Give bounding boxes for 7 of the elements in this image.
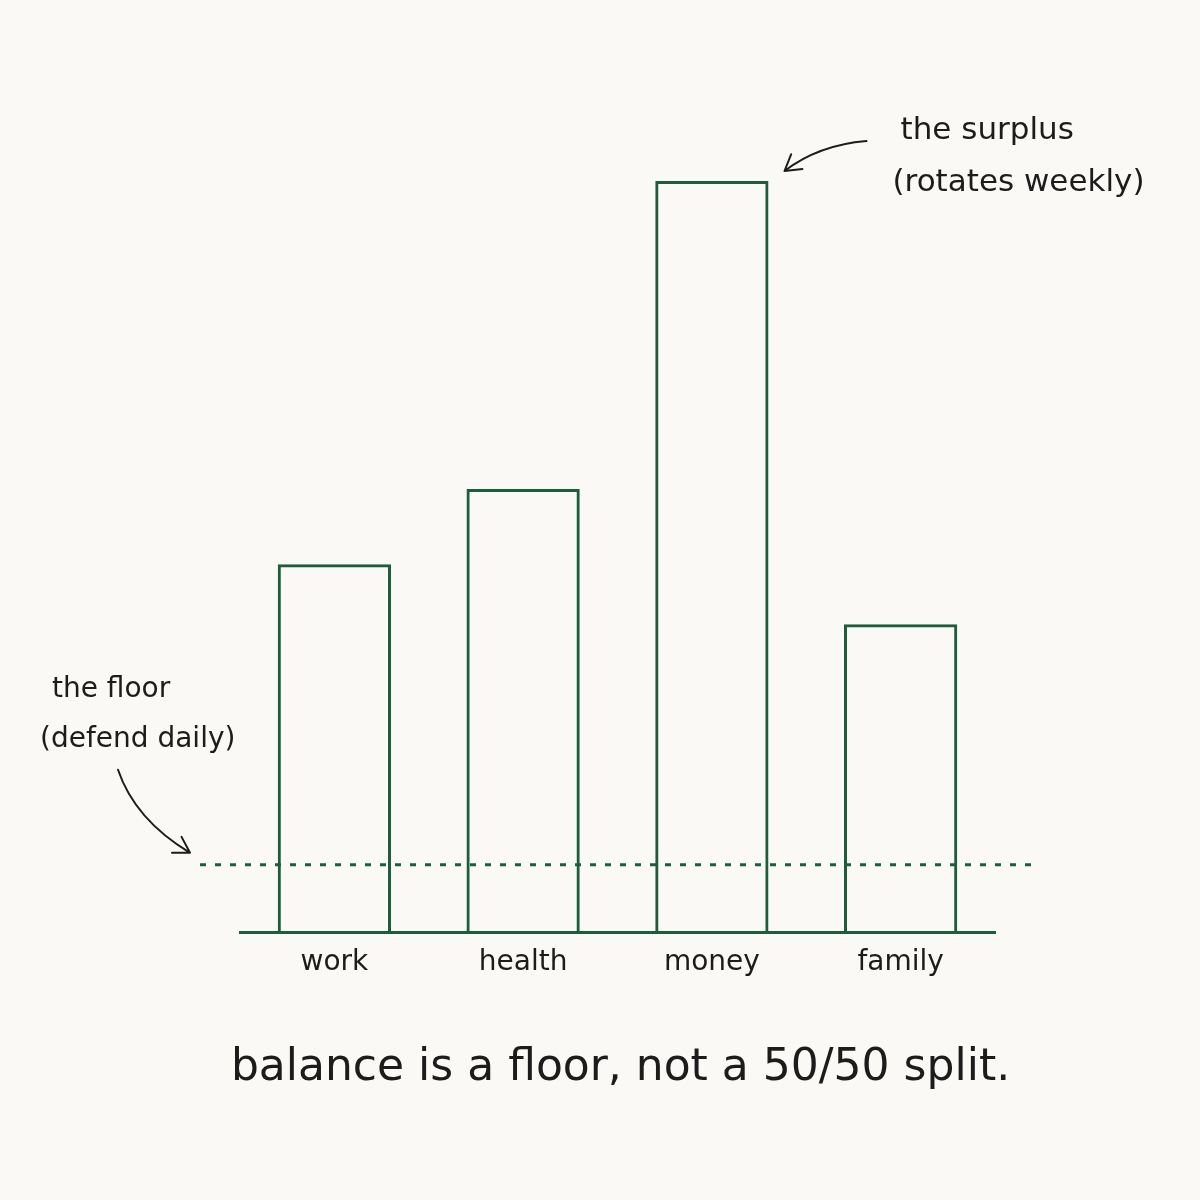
x-tick-label: money [663, 944, 760, 978]
text: balance is a floor, not a 50/50 split. [230, 1039, 1011, 1091]
x-tick-label: family [857, 944, 944, 978]
annotation: the surplus (rotates weekly) [892, 110, 1145, 198]
annotation: the floor (defend daily) [40, 670, 236, 754]
x-tick-label: health [478, 944, 568, 978]
x-tick-label: work [300, 944, 370, 978]
